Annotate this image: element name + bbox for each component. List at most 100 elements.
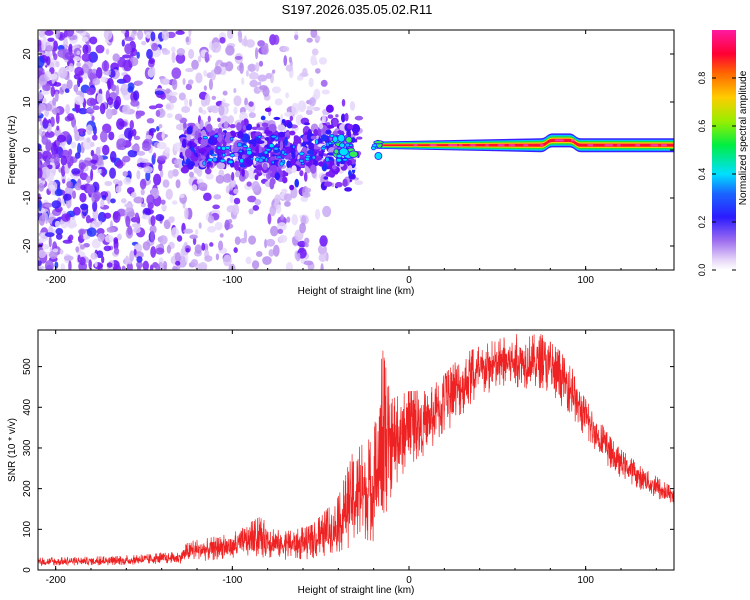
heatmap-noise-cell — [86, 137, 91, 143]
heatmap-peak-cell — [225, 145, 231, 150]
heatmap-noise-cell — [225, 185, 230, 194]
heatmap-noise-cell — [262, 86, 270, 97]
heatmap-noise-cell — [58, 66, 68, 79]
heatmap-peak-cell — [336, 158, 342, 163]
heatmap-cluster-cell — [344, 187, 353, 192]
heatmap-noise-cell — [74, 96, 84, 105]
heatmap-noise-cell — [103, 245, 112, 252]
heatmap-noise-cell — [40, 90, 50, 95]
heatmap-noise-cell — [241, 77, 245, 85]
heatmap-peak-cell — [300, 162, 305, 166]
heatmap-noise-cell — [233, 88, 237, 94]
colorbar-gradient — [712, 30, 736, 270]
heatmap-noise-cell — [145, 134, 153, 140]
heatmap-noise-cell — [257, 81, 262, 86]
heatmap-noise-cell — [64, 30, 75, 37]
heatmap-noise-cell — [162, 179, 170, 188]
heatmap-noise-cell — [47, 164, 53, 170]
heatmap-noise-cell — [100, 199, 105, 208]
heatmap-noise-cell — [248, 235, 257, 245]
y-tick-label: 10 — [22, 96, 33, 108]
heatmap-noise-cell — [310, 55, 317, 66]
heatmap-noise-cell — [141, 40, 147, 46]
heatmap-noise-cell — [167, 170, 174, 179]
heatmap-noise-cell — [49, 250, 58, 260]
heatmap-noise-cell — [297, 100, 307, 113]
heatmap-noise-cell — [86, 87, 96, 96]
heatmap-peak-cell — [254, 157, 260, 162]
heatmap-noise-cell — [122, 54, 132, 59]
heatmap-noise-cell — [161, 130, 165, 141]
heatmap-noise-cell — [77, 142, 82, 155]
heatmap-noise-cell — [123, 59, 133, 72]
heatmap-noise-cell — [212, 204, 220, 210]
heatmap-noise-cell — [155, 214, 165, 222]
heatmap-cluster-cell — [296, 143, 301, 153]
heatmap-cluster-cell — [232, 147, 240, 153]
heatmap-noise-cell — [49, 184, 56, 190]
band-peak-mark — [497, 144, 505, 147]
heatmap-noise-cell — [277, 228, 284, 235]
heatmap-noise-cell — [38, 151, 43, 160]
heatmap-noise-cell — [160, 199, 166, 205]
heatmap-noise-cell — [175, 179, 181, 189]
colorbar-tick-label: 0.0 — [697, 264, 707, 277]
heatmap-peak-cell — [202, 160, 207, 166]
heatmap-noise-cell — [124, 36, 134, 42]
heatmap-peak-cell — [221, 146, 227, 151]
heatmap-noise-cell — [96, 93, 104, 104]
heatmap-noise-cell — [205, 173, 214, 180]
heatmap-noise-cell — [155, 103, 164, 109]
heatmap-noise-cell — [61, 213, 71, 222]
heatmap-cluster-cell — [335, 114, 339, 118]
heatmap-noise-cell — [38, 238, 45, 244]
heatmap-noise-cell — [97, 233, 105, 242]
heatmap-cluster-cell — [284, 172, 289, 177]
heatmap-noise-cell — [96, 67, 103, 79]
heatmap-noise-cell — [174, 113, 183, 121]
heatmap-peak-cell — [299, 151, 305, 156]
heatmap-noise-cell — [51, 200, 62, 209]
heatmap-noise-cell — [238, 32, 243, 43]
y-tick-label: 20 — [22, 48, 33, 60]
heatmap-noise-cell — [165, 188, 173, 200]
heatmap-noise-cell — [141, 143, 152, 152]
band-onset-cell — [374, 151, 383, 160]
heatmap-noise-cell — [185, 247, 190, 253]
heatmap-noise-cell — [282, 46, 290, 52]
heatmap-noise-cell — [110, 69, 116, 78]
heatmap-noise-cell — [108, 131, 115, 141]
heatmap-noise-cell — [239, 62, 244, 69]
heatmap-noise-cell — [188, 171, 194, 178]
heatmap-peak-cell — [202, 136, 208, 140]
heatmap-noise-cell — [175, 251, 181, 263]
heatmap-noise-cell — [222, 173, 233, 183]
band-peak-mark — [470, 144, 476, 147]
heatmap-noise-cell — [164, 146, 171, 154]
heatmap-noise-cell — [166, 244, 172, 254]
heatmap-noise-cell — [88, 51, 99, 63]
heatmap-cluster-cell — [327, 114, 334, 119]
heatmap-peak-cell — [263, 150, 269, 155]
heatmap-noise-cell — [68, 234, 74, 241]
heatmap-noise-cell — [134, 212, 140, 223]
heatmap-noise-cell — [72, 35, 78, 40]
heatmap-noise-cell — [96, 250, 104, 259]
colorbar-ticks: 0.0 0.2 0.4 0.6 0.8 — [697, 72, 736, 277]
heatmap-noise-cell — [171, 78, 178, 91]
heatmap-cluster-cell — [282, 176, 288, 184]
heatmap-noise-cell — [110, 198, 116, 204]
heatmap-noise-cell — [171, 67, 182, 79]
heatmap-noise-cell — [99, 102, 106, 115]
heatmap-noise-cell — [302, 67, 308, 78]
band-peak-mark — [523, 144, 529, 147]
heatmap-cluster-cell — [220, 132, 225, 136]
heatmap-noise-cell — [38, 249, 47, 259]
heatmap-noise-cell — [80, 184, 86, 191]
heatmap-noise-cell — [139, 158, 149, 163]
heatmap-noise-cell — [291, 214, 299, 226]
heatmap-noise-cell — [62, 178, 66, 184]
heatmap-noise-cell — [57, 48, 67, 58]
heatmap-noise-cell — [211, 95, 217, 100]
heatmap-noise-cell — [130, 191, 137, 198]
